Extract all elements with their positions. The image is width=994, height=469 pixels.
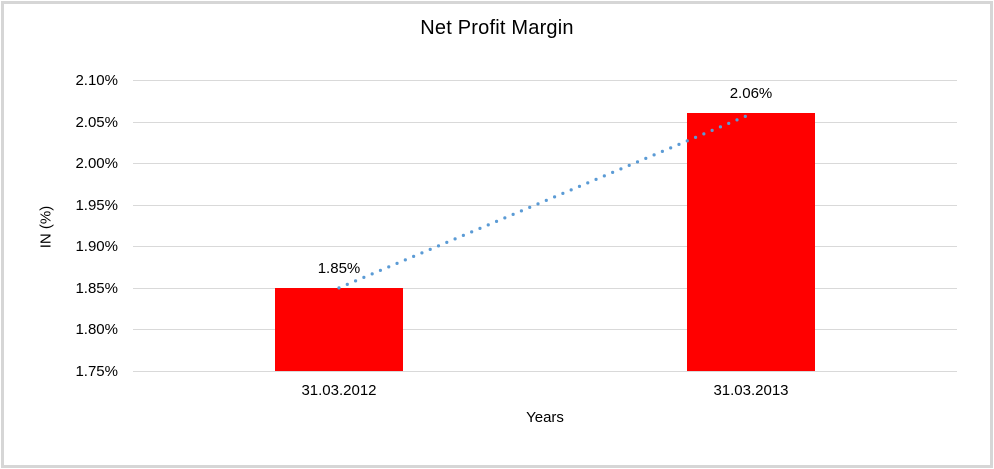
data-label: 2.06%: [729, 85, 773, 103]
y-tick-label: 2.00%: [75, 155, 118, 173]
y-tick-label: 1.75%: [75, 363, 118, 380]
y-tick-label: 2.05%: [75, 113, 118, 131]
gridline: [133, 204, 957, 206]
y-tick-label: 1.85%: [75, 279, 118, 297]
gridline: [133, 80, 957, 81]
gridline: [133, 287, 957, 289]
y-axis-title: IN (%): [37, 205, 55, 249]
gridline: [133, 329, 957, 331]
y-tick-label: 2.10%: [75, 72, 118, 89]
bar-31.03.2012: [275, 287, 403, 371]
x-tick-label: 31.03.2012: [301, 382, 377, 399]
bar-31.03.2013: [687, 113, 815, 371]
y-tick-label: 1.80%: [75, 321, 118, 339]
y-tick-label: 1.95%: [75, 196, 118, 214]
gridline: [133, 163, 957, 165]
gridline: [133, 121, 957, 123]
plot-area: [133, 80, 957, 372]
x-axis-title: Years: [526, 409, 564, 426]
gridline: [133, 371, 957, 372]
x-tick-label: 31.03.2013: [713, 382, 789, 399]
gridline: [133, 246, 957, 248]
y-tick-label: 1.90%: [75, 238, 118, 256]
data-label: 1.85%: [317, 259, 361, 277]
chart-title: Net Profit Margin: [420, 17, 574, 39]
